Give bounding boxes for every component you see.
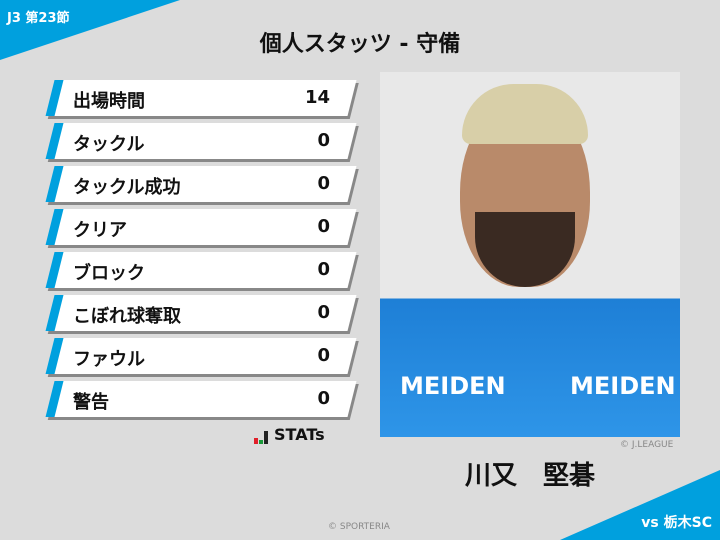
player-photo: MEIDEN MEIDEN <box>380 72 680 437</box>
stat-row: 警告 0 <box>45 381 357 417</box>
stat-label: 出場時間 <box>73 91 145 112</box>
opponent-label: vs 栃木SC <box>641 515 712 531</box>
stat-row: ブロック 0 <box>45 252 357 288</box>
stat-value: 0 <box>317 130 330 151</box>
stat-label: ブロック <box>73 263 145 284</box>
corner-banner-bottom <box>560 470 720 540</box>
stat-label: こぼれ球奪取 <box>73 306 181 327</box>
stat-row: 出場時間 14 <box>45 80 357 116</box>
stat-row: タックル 0 <box>45 123 357 159</box>
round-label: J3 第23節 <box>7 11 70 26</box>
stat-value: 0 <box>317 216 330 237</box>
footer-copyright: © SPORTERIA <box>328 522 390 532</box>
stat-label: タックル成功 <box>73 177 181 198</box>
jersey-sponsor: MEIDEN <box>400 372 506 400</box>
stat-value: 0 <box>317 173 330 194</box>
stat-value: 0 <box>317 388 330 409</box>
stat-label: クリア <box>73 220 127 241</box>
logo-text: STATs <box>274 425 325 444</box>
stat-row: クリア 0 <box>45 209 357 245</box>
stat-row: こぼれ球奪取 0 <box>45 295 357 331</box>
stat-value: 14 <box>304 87 330 108</box>
stat-row: タックル成功 0 <box>45 166 357 202</box>
stat-label: ファウル <box>73 349 145 370</box>
stat-label: 警告 <box>73 392 109 413</box>
stats-logo: STATs <box>254 425 325 444</box>
corner-banner-top <box>0 0 180 60</box>
bar-chart-icon <box>254 431 268 444</box>
stat-row: ファウル 0 <box>45 338 357 374</box>
page-title: 個人スタッツ - 守備 <box>259 32 461 57</box>
stat-value: 0 <box>317 345 330 366</box>
jersey-sponsor: MEIDEN <box>570 372 676 400</box>
stat-value: 0 <box>317 259 330 280</box>
stat-label: タックル <box>73 134 145 155</box>
photo-credit: © J.LEAGUE <box>620 440 674 450</box>
stat-value: 0 <box>317 302 330 323</box>
